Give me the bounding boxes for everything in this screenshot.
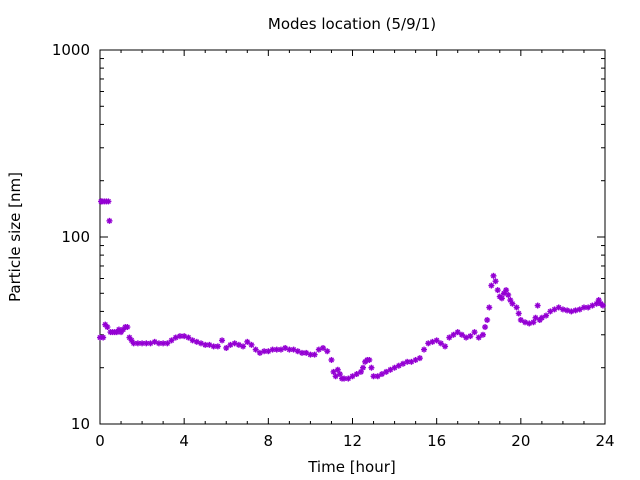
data-point: [471, 329, 478, 336]
data-point: [336, 371, 343, 378]
data-point: [515, 310, 522, 317]
data-point: [252, 346, 259, 353]
data-point: [446, 334, 453, 341]
data-point: [505, 291, 512, 298]
data-point: [345, 375, 352, 382]
data-point: [334, 366, 341, 373]
data-point: [330, 368, 337, 375]
data-point: [568, 308, 575, 315]
data-point: [106, 217, 113, 224]
data-point: [442, 343, 449, 350]
data-point: [198, 340, 204, 347]
y-tick-label: 100: [61, 228, 90, 246]
data-point: [488, 282, 495, 289]
data-point: [147, 340, 154, 347]
x-tick-label: 16: [427, 432, 446, 450]
x-tick-label: 12: [343, 432, 362, 450]
x-tick-label: 20: [511, 432, 530, 450]
data-point: [585, 304, 592, 311]
data-point: [374, 373, 381, 380]
data-point: [450, 331, 457, 338]
data-point: [143, 340, 150, 347]
data-point: [332, 373, 339, 380]
data-point: [100, 334, 107, 341]
data-point: [530, 319, 537, 326]
data-point: [599, 302, 606, 309]
data-point: [185, 334, 192, 341]
data-point: [492, 278, 499, 285]
data-point: [572, 307, 579, 314]
data-point: [360, 364, 367, 371]
data-point: [404, 358, 411, 365]
x-tick-label: 0: [95, 432, 105, 450]
data-point: [534, 302, 541, 309]
data-point: [509, 300, 516, 307]
data-point: [366, 356, 373, 363]
data-point: [124, 324, 131, 331]
data-point: [543, 312, 550, 319]
data-point: [294, 348, 301, 355]
data-point: [486, 304, 493, 311]
chart-title: Modes location (5/9/1): [268, 15, 436, 33]
data-point: [494, 287, 501, 294]
data-point: [482, 324, 489, 331]
data-point: [248, 341, 255, 348]
data-point: [484, 316, 491, 323]
y-tick-label: 1000: [52, 41, 90, 59]
data-point: [324, 348, 331, 355]
data-point: [421, 346, 428, 353]
data-point: [240, 343, 247, 350]
data-point: [503, 287, 510, 294]
x-tick-label: 24: [595, 432, 614, 450]
data-point: [559, 306, 566, 313]
data-point: [223, 344, 230, 351]
data-point: [383, 368, 390, 375]
plot-frame: [99, 49, 606, 425]
data-point: [105, 198, 112, 205]
data-point: [475, 334, 482, 341]
data-point: [311, 351, 318, 358]
data-point: [458, 331, 465, 338]
y-axis-title: Particle size [nm]: [6, 172, 24, 302]
data-point: [498, 295, 505, 302]
data-point: [104, 324, 111, 331]
data-point: [353, 371, 360, 378]
data-point: [532, 314, 539, 321]
data-point: [513, 304, 520, 311]
x-tick-label: 8: [264, 432, 274, 450]
data-point: [244, 338, 251, 345]
data-point: [320, 344, 327, 351]
data-points: [97, 198, 606, 382]
data-point: [134, 340, 141, 347]
data-point: [368, 364, 375, 371]
x-axis-title: Time [hour]: [307, 458, 396, 476]
data-point: [219, 337, 226, 344]
data-point: [214, 343, 221, 350]
y-axis: 10 100 1000: [52, 41, 605, 433]
data-point: [328, 356, 335, 363]
data-point: [168, 337, 175, 344]
data-point: [437, 340, 444, 347]
x-tick-label: 4: [179, 432, 189, 450]
data-point: [416, 355, 423, 362]
y-tick-label: 10: [71, 415, 90, 433]
data-point: [538, 314, 545, 321]
data-point: [564, 307, 571, 314]
data-point: [467, 333, 474, 340]
data-point: [507, 297, 514, 304]
data-point: [349, 373, 356, 380]
data-point: [273, 346, 280, 353]
data-point: [490, 272, 497, 279]
data-point: [454, 329, 461, 336]
data-point: [307, 351, 314, 358]
x-axis: 0 4 8 12 16 20 24: [95, 50, 615, 450]
data-point: [164, 340, 171, 347]
data-point: [517, 316, 524, 323]
data-point: [433, 337, 440, 344]
data-point: [378, 371, 385, 378]
data-point: [357, 368, 364, 375]
data-point: [479, 331, 486, 338]
